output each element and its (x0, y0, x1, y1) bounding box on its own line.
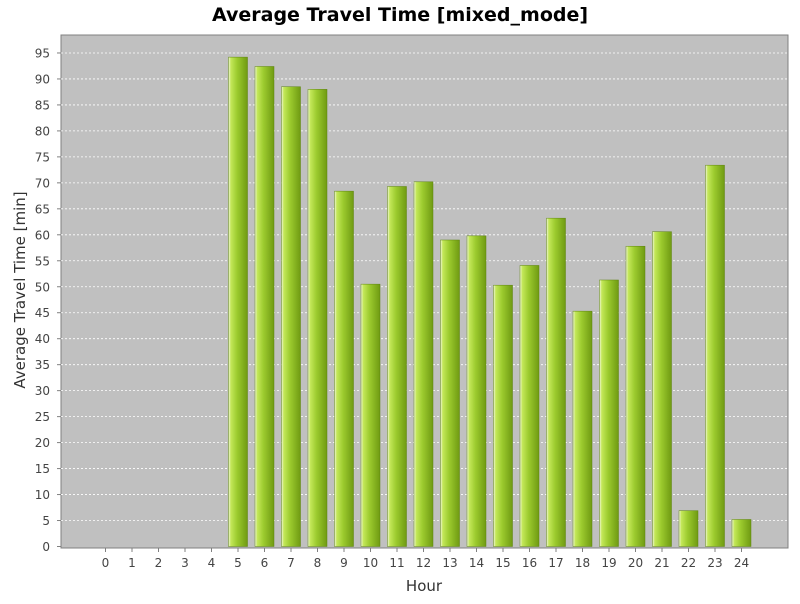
bar-hour-13 (440, 239, 460, 547)
x-axis-ticks: 0 1 2 3 4 5 6 7 8 9 10 11 12 13 14 15 16 17 18 19 20 21 22 23 24 (102, 548, 749, 570)
bar-hour-17 (546, 217, 566, 547)
bar-hour-20 (625, 245, 646, 547)
y-tick-label: 75 (35, 150, 50, 164)
bar-hour-7 (281, 86, 301, 547)
y-tick-label: 15 (35, 462, 50, 476)
bar-hour-14 (466, 235, 487, 547)
y-tick-label: 90 (35, 72, 50, 86)
bar-hour-9 (334, 190, 354, 547)
bar-hour-5 (228, 56, 248, 547)
x-tick-label: 13 (442, 556, 457, 570)
x-tick-label: 16 (522, 556, 537, 570)
y-tick-label: 5 (42, 514, 50, 528)
y-axis-ticks: 0 5 10 15 20 25 30 35 40 45 50 55 60 65 70 75 80 85 90 95 (35, 46, 61, 554)
y-tick-label: 40 (35, 332, 50, 346)
chart-title: Average Travel Time [mixed_mode] (212, 4, 588, 26)
y-tick-label: 0 (42, 540, 50, 554)
bar-hour-12 (413, 181, 434, 547)
x-tick-label: 14 (469, 556, 484, 570)
y-tick-label: 50 (35, 280, 50, 294)
x-tick-label: 2 (155, 556, 163, 570)
x-axis-label: Hour (406, 577, 443, 595)
y-tick-label: 45 (35, 306, 50, 320)
y-tick-label: 85 (35, 98, 50, 112)
x-tick-label: 21 (654, 556, 669, 570)
y-tick-label: 55 (35, 254, 50, 268)
bar-hour-21 (652, 231, 672, 547)
y-tick-label: 65 (35, 202, 50, 216)
x-tick-label: 23 (707, 556, 722, 570)
x-tick-label: 15 (495, 556, 510, 570)
y-tick-label: 35 (35, 358, 50, 372)
bar-hour-8 (307, 89, 328, 547)
y-tick-label: 10 (35, 488, 50, 502)
bar-hour-16 (519, 265, 540, 547)
x-tick-label: 20 (628, 556, 643, 570)
x-tick-label: 19 (601, 556, 616, 570)
x-tick-label: 12 (416, 556, 431, 570)
y-tick-label: 25 (35, 410, 50, 424)
bar-hour-11 (387, 186, 407, 547)
bar-hour-24 (731, 519, 752, 547)
y-tick-label: 60 (35, 228, 50, 242)
bar-hour-19 (599, 279, 619, 547)
y-tick-label: 30 (35, 384, 50, 398)
bar-hour-6 (254, 66, 275, 547)
x-tick-label: 6 (261, 556, 269, 570)
x-tick-label: 22 (681, 556, 696, 570)
bar-hour-15 (493, 284, 513, 547)
y-tick-label: 20 (35, 436, 50, 450)
x-tick-label: 4 (208, 556, 216, 570)
bar-hour-23 (705, 164, 725, 547)
x-tick-label: 7 (287, 556, 295, 570)
x-tick-label: 18 (575, 556, 590, 570)
bar-hour-18 (572, 310, 593, 547)
x-tick-label: 9 (340, 556, 348, 570)
bar-hour-22 (678, 510, 699, 547)
x-tick-label: 10 (363, 556, 378, 570)
y-tick-label: 80 (35, 124, 50, 138)
x-tick-label: 8 (314, 556, 322, 570)
x-tick-label: 17 (548, 556, 563, 570)
bars (228, 56, 752, 547)
y-tick-label: 70 (35, 176, 50, 190)
x-tick-label: 3 (181, 556, 189, 570)
bar-hour-10 (360, 283, 381, 547)
x-tick-label: 0 (102, 556, 110, 570)
x-tick-label: 1 (128, 556, 136, 570)
y-tick-label: 95 (35, 46, 50, 60)
x-tick-label: 11 (389, 556, 404, 570)
y-axis-label: Average Travel Time [min] (11, 191, 29, 388)
x-tick-label: 5 (234, 556, 242, 570)
x-tick-label: 24 (734, 556, 749, 570)
